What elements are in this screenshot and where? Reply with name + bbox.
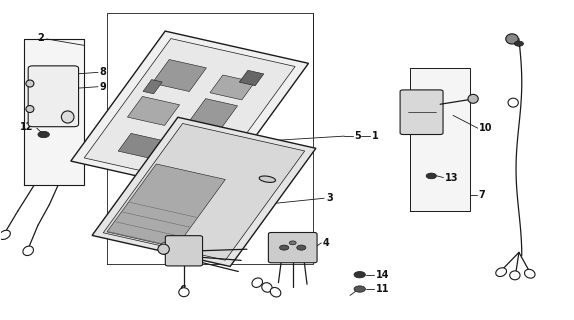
Polygon shape	[84, 39, 295, 186]
Circle shape	[297, 245, 306, 250]
Ellipse shape	[525, 269, 535, 278]
Ellipse shape	[158, 244, 169, 254]
Ellipse shape	[506, 34, 518, 44]
Polygon shape	[127, 96, 180, 125]
Circle shape	[280, 245, 289, 250]
Circle shape	[144, 167, 153, 172]
Ellipse shape	[468, 94, 478, 103]
Ellipse shape	[270, 287, 281, 297]
Polygon shape	[152, 60, 207, 92]
Text: 7: 7	[479, 190, 486, 200]
Circle shape	[38, 131, 49, 138]
Text: 2: 2	[37, 33, 44, 43]
Circle shape	[514, 41, 523, 46]
FancyBboxPatch shape	[165, 236, 203, 266]
Polygon shape	[410, 68, 470, 211]
Ellipse shape	[252, 278, 262, 287]
Text: 1: 1	[372, 131, 378, 141]
Polygon shape	[118, 133, 184, 163]
Text: 14: 14	[376, 270, 389, 280]
Circle shape	[354, 286, 366, 292]
Ellipse shape	[259, 176, 276, 182]
Text: 5: 5	[355, 131, 361, 141]
Ellipse shape	[179, 288, 189, 297]
Text: 10: 10	[479, 123, 493, 133]
Ellipse shape	[262, 283, 272, 292]
Polygon shape	[210, 75, 255, 100]
Polygon shape	[143, 80, 162, 94]
FancyBboxPatch shape	[269, 233, 317, 263]
Text: 3: 3	[326, 193, 333, 203]
FancyBboxPatch shape	[400, 90, 443, 134]
Circle shape	[354, 271, 366, 278]
Ellipse shape	[510, 271, 520, 280]
Ellipse shape	[508, 98, 518, 107]
Text: 4: 4	[323, 238, 330, 248]
Text: 10: 10	[162, 247, 175, 257]
Ellipse shape	[0, 230, 10, 239]
Circle shape	[289, 241, 296, 245]
Ellipse shape	[61, 111, 74, 123]
Circle shape	[426, 173, 436, 179]
Polygon shape	[107, 164, 226, 247]
Polygon shape	[184, 99, 238, 135]
Ellipse shape	[26, 106, 34, 113]
Text: 6: 6	[180, 285, 186, 295]
Ellipse shape	[496, 268, 506, 276]
Text: 13: 13	[445, 173, 459, 183]
Polygon shape	[239, 70, 264, 86]
FancyBboxPatch shape	[28, 66, 79, 127]
Text: 8: 8	[100, 68, 107, 77]
Text: 9: 9	[100, 82, 107, 92]
Ellipse shape	[26, 80, 34, 87]
Ellipse shape	[23, 246, 33, 256]
Polygon shape	[103, 124, 305, 260]
Text: 12: 12	[21, 122, 34, 132]
Polygon shape	[71, 31, 308, 193]
Polygon shape	[24, 39, 84, 186]
Circle shape	[161, 243, 170, 248]
Polygon shape	[92, 117, 316, 267]
Text: 11: 11	[376, 284, 389, 294]
